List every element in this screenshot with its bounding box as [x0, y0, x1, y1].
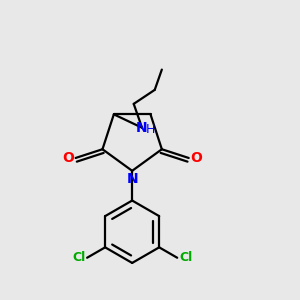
- Text: O: O: [62, 151, 74, 165]
- Text: N: N: [126, 172, 138, 186]
- Text: Cl: Cl: [179, 251, 192, 264]
- Text: Cl: Cl: [72, 251, 85, 264]
- Text: N: N: [136, 121, 148, 135]
- Text: O: O: [190, 151, 202, 165]
- Text: H: H: [146, 123, 155, 136]
